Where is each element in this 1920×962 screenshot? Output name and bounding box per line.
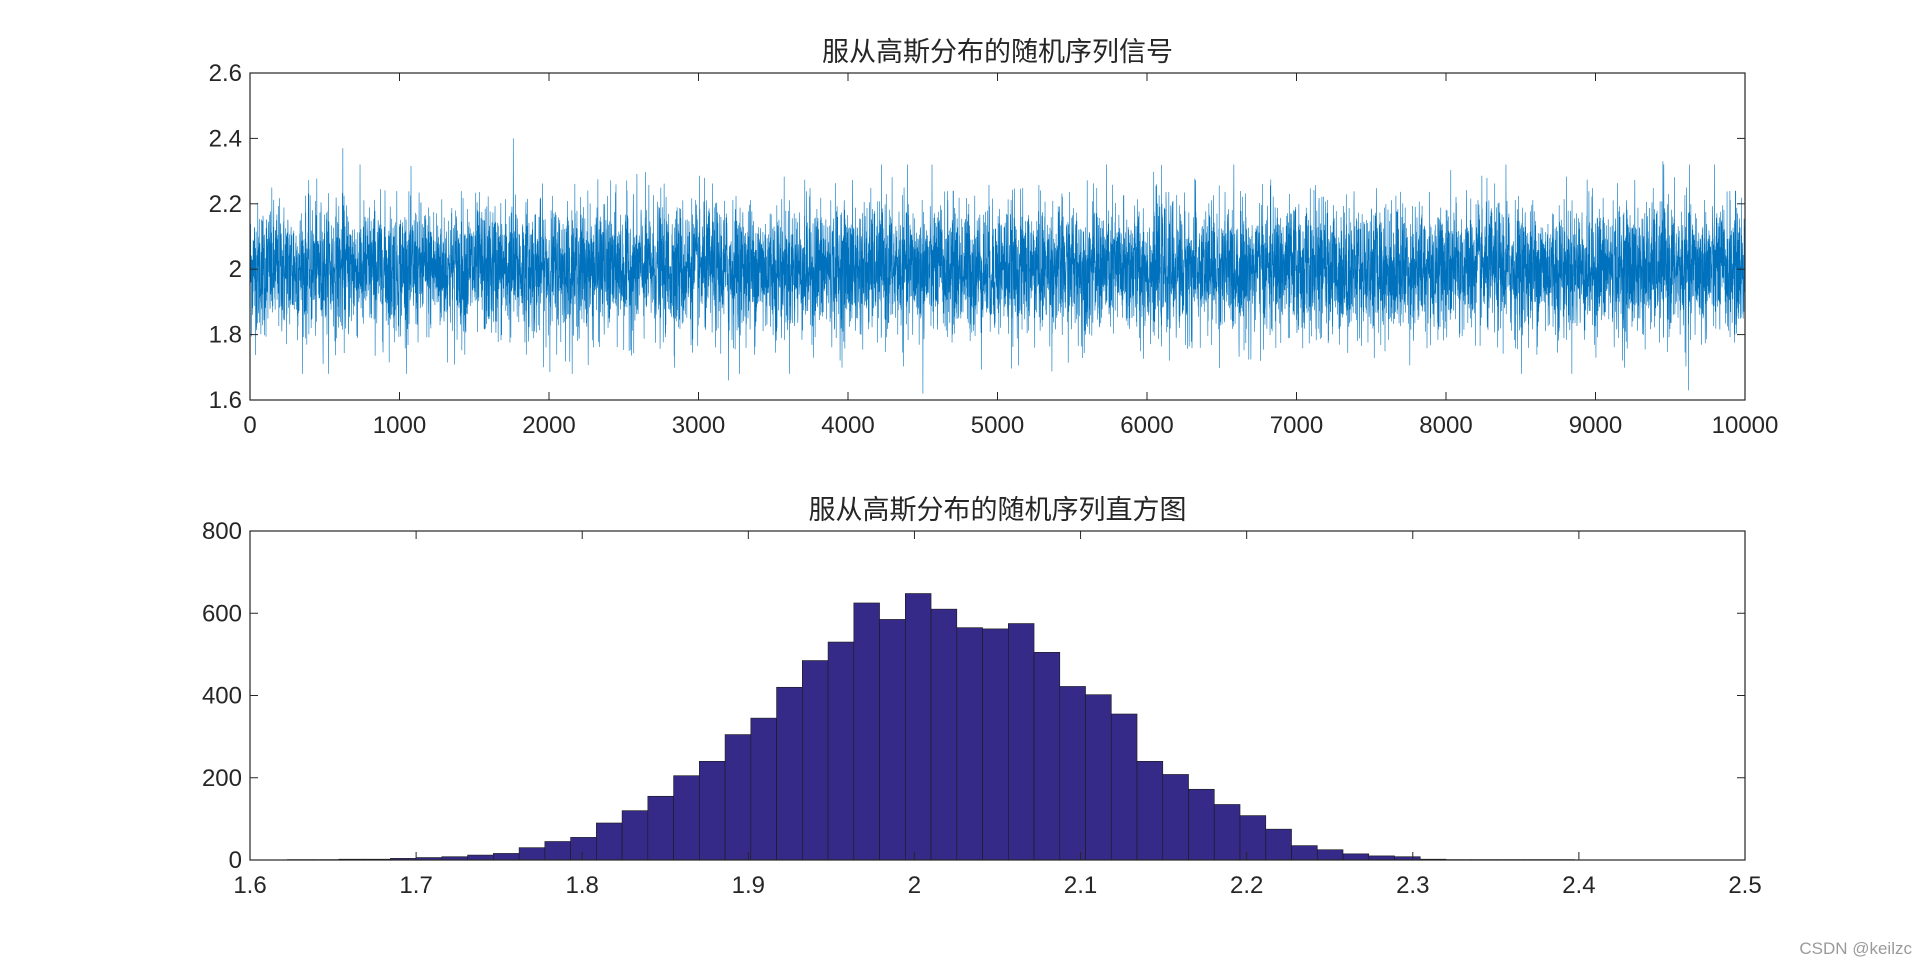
histogram-bar	[647, 795, 674, 861]
watermark-text: CSDN @keilzc	[1799, 939, 1912, 958]
signal-plot-area	[249, 138, 1746, 394]
signal-y-ticks: 1.6 1.8 2 2.2 2.4 2.6	[209, 60, 1745, 414]
histogram-x-tick-label: 2.2	[1230, 872, 1263, 899]
signal-chart: 服从高斯分布的随机序列信号 0 1000 2000 3000 4000 5000 6000 7…	[209, 37, 1779, 439]
histogram-bar	[724, 734, 752, 861]
signal-y-tick-label: 1.6	[209, 387, 242, 414]
signal-chart-title: 服从高斯分布的随机序列信号	[822, 37, 1173, 68]
histogram-bar	[699, 760, 726, 861]
histogram-chart: 服从高斯分布的随机序列直方图 1.6 1.7 1.8 1.9 2 2.1 2.2 2.3 2.4…	[202, 495, 1762, 899]
histogram-bar	[673, 775, 700, 861]
histogram-y-tick-label: 400	[202, 683, 242, 710]
signal-y-tick-label: 2.4	[209, 125, 242, 152]
histogram-x-tick-label: 1.6	[233, 872, 266, 899]
histogram-bar	[544, 841, 571, 861]
histogram-bar	[1265, 828, 1292, 861]
signal-x-tick-label: 6000	[1120, 412, 1173, 439]
signal-x-tick-label: 8000	[1419, 412, 1472, 439]
signal-x-tick-label: 10000	[1712, 412, 1779, 439]
histogram-y-tick-label: 200	[202, 765, 242, 792]
histogram-bar	[956, 627, 983, 861]
histogram-y-tick-label: 800	[202, 518, 242, 545]
signal-x-tick-label: 2000	[522, 412, 575, 439]
histogram-x-tick-label: 2	[908, 872, 921, 899]
histogram-x-tick-label: 2.1	[1064, 872, 1097, 899]
histogram-bar	[1188, 788, 1215, 861]
signal-x-ticks: 0 1000 2000 3000 4000 5000 6000 7000 8000 9000 100…	[243, 73, 1778, 439]
histogram-bar	[982, 628, 1009, 861]
histogram-bar	[1007, 623, 1035, 861]
signal-y-tick-label: 2.6	[209, 60, 242, 87]
signal-x-tick-label: 1000	[373, 412, 426, 439]
signal-x-tick-label: 5000	[971, 412, 1024, 439]
histogram-y-tick-label: 0	[229, 847, 242, 874]
histogram-bar	[596, 822, 623, 861]
signal-x-tick-label: 9000	[1569, 412, 1622, 439]
signal-y-tick-label: 2	[229, 256, 242, 283]
histogram-bar	[1110, 713, 1138, 861]
histogram-bar	[1213, 804, 1241, 861]
histogram-bar	[853, 602, 880, 861]
histogram-y-ticks: 0 200 400 600 800	[202, 518, 1745, 874]
signal-y-tick-label: 2.2	[209, 191, 242, 218]
histogram-x-tick-label: 2.4	[1562, 872, 1595, 899]
histogram-bar	[493, 853, 520, 861]
histogram-x-ticks: 1.6 1.7 1.8 1.9 2 2.1 2.2 2.3 2.4 2.5	[233, 531, 1762, 899]
histogram-x-tick-label: 2.3	[1396, 872, 1429, 899]
signal-series-line	[249, 138, 1746, 394]
histogram-bar	[879, 619, 906, 861]
histogram-bar	[1136, 760, 1164, 861]
histogram-bar	[827, 641, 855, 861]
histogram-x-tick-label: 1.7	[399, 872, 432, 899]
histogram-bar	[1291, 845, 1318, 861]
histogram-bar	[1239, 815, 1267, 861]
histogram-bar	[1033, 652, 1061, 861]
signal-x-tick-label: 3000	[672, 412, 725, 439]
histogram-x-tick-label: 1.9	[732, 872, 765, 899]
signal-x-tick-label: 0	[243, 412, 256, 439]
histogram-bars	[287, 593, 1576, 861]
signal-y-tick-label: 1.8	[209, 322, 242, 349]
histogram-bar	[467, 854, 494, 861]
histogram-x-tick-label: 2.5	[1728, 872, 1761, 899]
histogram-bar	[1368, 855, 1395, 861]
histogram-chart-title: 服从高斯分布的随机序列直方图	[809, 495, 1187, 526]
histogram-x-tick-label: 1.8	[566, 872, 599, 899]
histogram-bar	[1316, 849, 1344, 861]
histogram-bar	[930, 608, 958, 861]
signal-x-tick-label: 7000	[1270, 412, 1323, 439]
histogram-bar	[802, 660, 829, 861]
histogram-bar	[905, 593, 932, 861]
histogram-bar	[1162, 774, 1189, 861]
histogram-bar	[518, 847, 546, 861]
histogram-y-tick-label: 600	[202, 600, 242, 627]
histogram-bar	[621, 810, 649, 861]
histogram-bar	[776, 686, 803, 861]
signal-x-tick-label: 4000	[821, 412, 874, 439]
histogram-bar	[1059, 686, 1086, 861]
histogram-bar	[570, 837, 597, 861]
histogram-bar	[750, 717, 777, 861]
histogram-bar	[1085, 694, 1112, 861]
histogram-bar	[1342, 853, 1370, 861]
